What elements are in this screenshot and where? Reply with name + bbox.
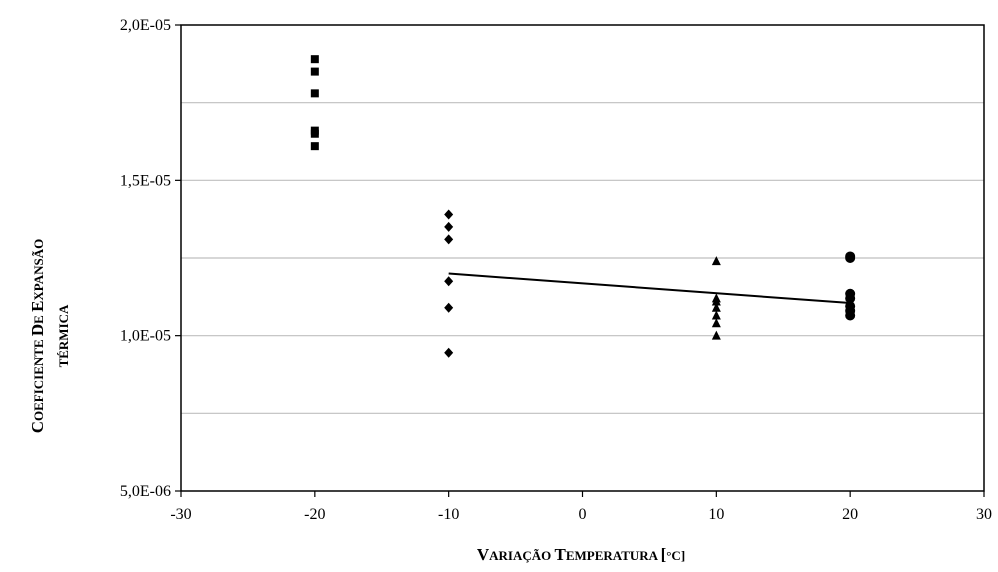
- data-point-circle: [845, 251, 856, 262]
- data-point-triangle: [711, 256, 721, 266]
- x-tick-label: 0: [579, 506, 587, 523]
- y-axis-title-line2: TÉRMICA: [56, 304, 71, 367]
- data-point-square: [310, 89, 319, 98]
- data-point-square: [310, 67, 319, 76]
- y-axis-title-line1: COEFICIENTE DE EXPANSÃO: [28, 239, 47, 434]
- x-tick-label: -10: [438, 506, 459, 523]
- data-point-square: [310, 142, 319, 151]
- x-tick-label: 10: [708, 506, 724, 523]
- data-point-diamond: [444, 221, 454, 232]
- data-point-square: [310, 126, 319, 135]
- data-point-triangle: [711, 310, 721, 320]
- x-tick-label: -30: [170, 506, 191, 523]
- data-point-diamond: [444, 276, 454, 287]
- data-point-triangle: [711, 318, 721, 328]
- axis-ticks: [175, 24, 985, 497]
- y-tick-label: 1,5E-05: [120, 172, 171, 189]
- y-tick-label: 1,0E-05: [120, 328, 171, 345]
- y-axis-title: COEFICIENTE DE EXPANSÃO TÉRMICA: [28, 239, 71, 434]
- data-points: [310, 55, 856, 358]
- data-point-triangle: [711, 293, 721, 303]
- y-tick-labels: 5,0E-06 1,0E-05 1,5E-05 2,0E-05: [120, 17, 171, 500]
- data-point-diamond: [444, 347, 454, 358]
- data-point-triangle: [711, 330, 721, 340]
- data-point-circle: [845, 288, 856, 299]
- y-tick-label: 5,0E-06: [120, 483, 171, 500]
- data-point-diamond: [444, 302, 454, 313]
- gridlines: [181, 102, 984, 414]
- x-tick-labels: -30 -20 -10 0 10 20 30: [170, 506, 992, 523]
- data-point-square: [310, 55, 319, 64]
- x-axis-title: VARIAÇÃO TEMPERATURA [°C]: [477, 545, 685, 564]
- x-tick-label: 30: [976, 506, 992, 523]
- data-point-circle: [845, 301, 856, 312]
- x-tick-label: 20: [842, 506, 858, 523]
- x-tick-label: -20: [304, 506, 325, 523]
- y-tick-label: 2,0E-05: [120, 17, 171, 34]
- data-point-triangle: [711, 302, 721, 312]
- data-point-diamond: [444, 209, 454, 220]
- data-point-diamond: [444, 234, 454, 245]
- trendline-group: [448, 272, 851, 305]
- trendline: [448, 272, 851, 305]
